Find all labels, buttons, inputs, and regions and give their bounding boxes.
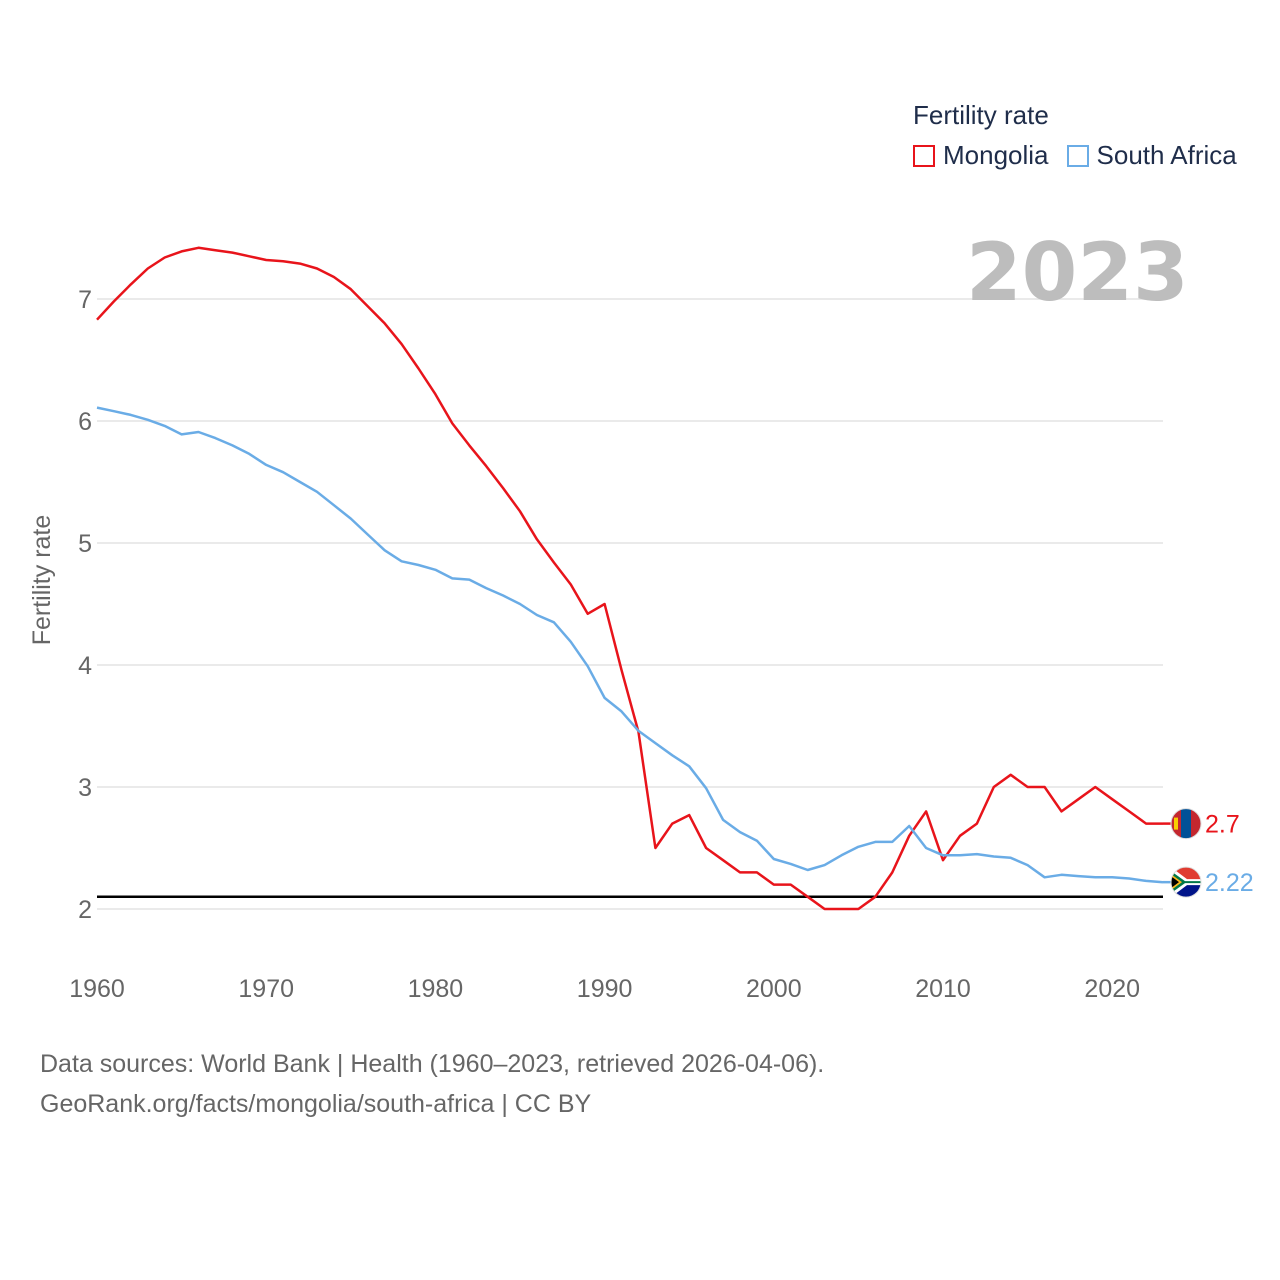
y-tick-label: 2 — [78, 896, 92, 924]
legend-label-mongolia: Mongolia — [943, 140, 1049, 170]
y-tick-label: 5 — [78, 530, 92, 558]
legend-title: Fertility rate — [913, 100, 1049, 130]
legend-label-south-africa: South Africa — [1096, 140, 1237, 170]
legend-item-mongolia[interactable]: Mongolia — [913, 140, 1049, 171]
footer: Data sources: World Bank | Health (1960–… — [40, 1044, 824, 1124]
y-tick-label: 3 — [78, 774, 92, 802]
y-tick-label: 4 — [78, 652, 92, 680]
year-label: 2023 — [966, 226, 1189, 319]
x-tick-label: 2010 — [915, 975, 971, 1003]
x-tick-label: 1960 — [69, 975, 125, 1003]
legend-item-south-africa[interactable]: South Africa — [1066, 140, 1237, 171]
end-value-label: 2.7 — [1205, 811, 1240, 839]
x-axis-ticks: 1960 1970 1980 1990 2000 2010 2020 — [69, 975, 1140, 1003]
x-tick-label: 2020 — [1084, 975, 1140, 1003]
legend: Mongolia South Africa — [913, 140, 1255, 171]
y-axis-ticks: 2 3 4 5 6 7 — [78, 286, 92, 924]
x-tick-label: 1970 — [238, 975, 294, 1003]
mongolia-flag-icon — [1170, 808, 1202, 840]
x-tick-label: 1980 — [408, 975, 464, 1003]
series-lines — [96, 246, 1164, 911]
series-line-mongolia[interactable] — [96, 246, 1163, 911]
x-tick-label: 2000 — [746, 975, 802, 1003]
legend-swatch-south-africa — [1066, 144, 1089, 167]
gridlines — [97, 298, 1163, 910]
y-tick-label: 6 — [78, 408, 92, 436]
footer-sources: Data sources: World Bank | Health (1960–… — [40, 1050, 825, 1078]
y-tick-label: 7 — [78, 286, 92, 314]
footer-link[interactable]: GeoRank.org/facts/mongolia/south-africa … — [40, 1090, 592, 1118]
series-line-south-africa[interactable] — [96, 406, 1164, 884]
end-markers: 2.7 2.22 — [1163, 808, 1254, 898]
south-africa-flag-icon — [1170, 866, 1202, 898]
end-value-label: 2.22 — [1205, 869, 1254, 897]
x-tick-label: 1990 — [577, 975, 633, 1003]
legend-swatch-mongolia — [913, 144, 935, 167]
y-axis-label: Fertility rate — [28, 515, 56, 646]
